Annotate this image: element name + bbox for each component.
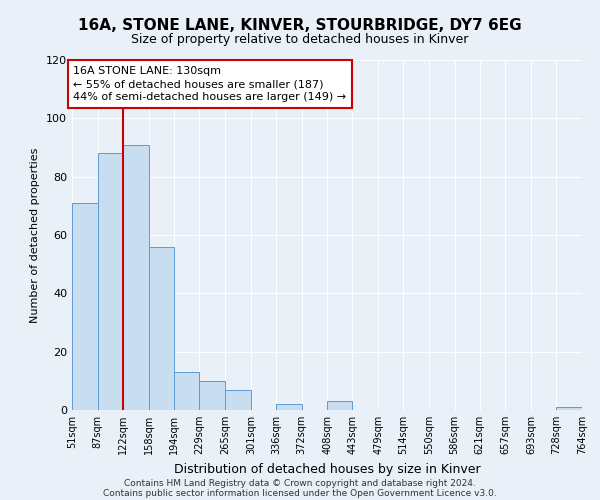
Text: 16A STONE LANE: 130sqm
← 55% of detached houses are smaller (187)
44% of semi-de: 16A STONE LANE: 130sqm ← 55% of detached… xyxy=(73,66,347,102)
Bar xyxy=(98,154,123,410)
Text: Contains public sector information licensed under the Open Government Licence v3: Contains public sector information licen… xyxy=(103,488,497,498)
Bar xyxy=(556,407,582,410)
X-axis label: Distribution of detached houses by size in Kinver: Distribution of detached houses by size … xyxy=(173,462,481,475)
Bar xyxy=(276,404,302,410)
Bar xyxy=(225,390,251,410)
Text: Contains HM Land Registry data © Crown copyright and database right 2024.: Contains HM Land Registry data © Crown c… xyxy=(124,478,476,488)
Bar xyxy=(174,372,199,410)
Text: Size of property relative to detached houses in Kinver: Size of property relative to detached ho… xyxy=(131,32,469,46)
Text: 16A, STONE LANE, KINVER, STOURBRIDGE, DY7 6EG: 16A, STONE LANE, KINVER, STOURBRIDGE, DY… xyxy=(78,18,522,32)
Bar xyxy=(149,246,174,410)
Bar xyxy=(72,203,98,410)
Bar xyxy=(199,381,225,410)
Bar xyxy=(123,144,149,410)
Y-axis label: Number of detached properties: Number of detached properties xyxy=(31,148,40,322)
Bar xyxy=(328,401,352,410)
